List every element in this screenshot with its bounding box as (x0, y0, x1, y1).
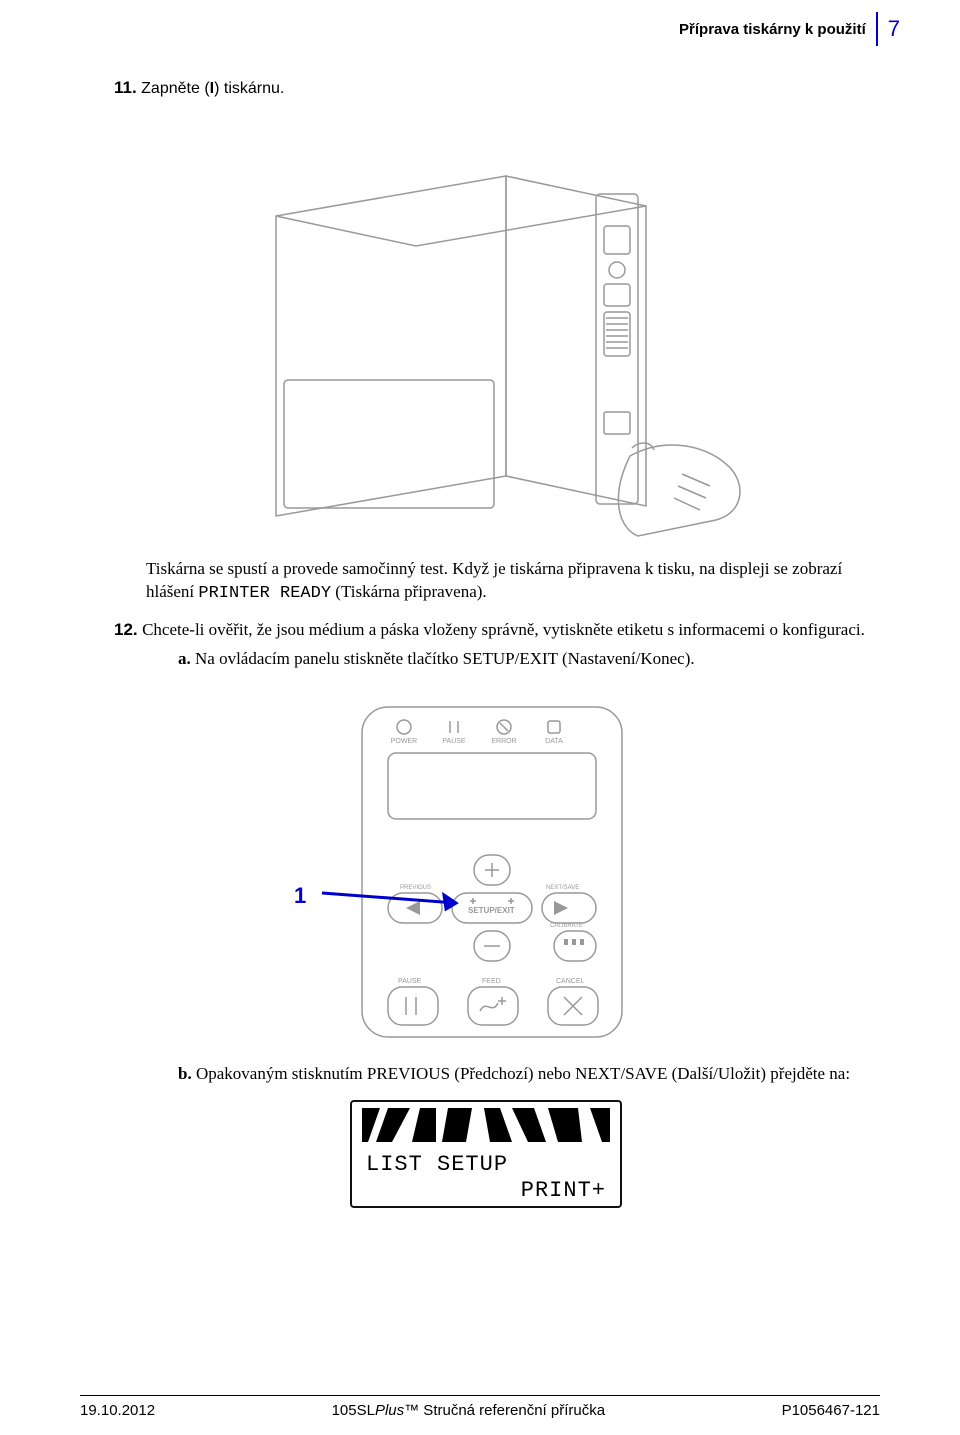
feed-btn-label: FEED (482, 978, 501, 985)
cancel-btn-label: CANCEL (556, 978, 585, 985)
lcd-line-2: PRINT+ (521, 1178, 606, 1203)
substep-a-text: Na ovládacím panelu stiskněte tlačítko S… (195, 649, 695, 668)
page-footer: 19.10.2012 105SLPlus™ Stručná referenční… (80, 1395, 880, 1419)
step-12: 12. Chcete-li ověřit, že jsou médium a p… (114, 620, 874, 640)
step-12-number: 12. (114, 620, 138, 639)
substep-b-text: Opakovaným stisknutím PREVIOUS (Předchoz… (196, 1064, 850, 1083)
header-divider (876, 12, 878, 46)
step-11: 11. Zapněte (I) tiskárnu. (114, 78, 874, 98)
header-title: Příprava tiskárny k použití (679, 21, 866, 38)
substep-a-label: a. (178, 649, 191, 668)
substep-a: a. Na ovládacím panelu stiskněte tlačítk… (178, 648, 874, 671)
led-error-label: ERROR (491, 738, 516, 745)
step-11-text-a: Zapněte ( (141, 80, 209, 97)
page-header: Příprava tiskárny k použití 7 (679, 12, 900, 46)
para1-b: (Tiskárna připravena). (331, 582, 487, 601)
substep-b-label: b. (178, 1064, 192, 1083)
lcd-display: LIST SETUP PRINT+ (350, 1100, 622, 1208)
step-12-text: Chcete-li ověřit, že jsou médium a páska… (142, 620, 865, 639)
footer-docnum: P1056467-121 (782, 1402, 880, 1419)
printer-illustration (246, 116, 762, 544)
para1-code: PRINTER READY (198, 584, 331, 603)
paragraph-printer-ready: Tiskárna se spustí a provede samočinný t… (146, 558, 874, 606)
header-page-number: 7 (888, 16, 900, 42)
prev-label: PREVIOUS (400, 885, 431, 891)
calibrate-label: CALIBRATE (550, 923, 583, 929)
callout-1: 1 (294, 883, 306, 909)
step-11-text-b: ) tiskárnu. (214, 80, 284, 97)
pause-btn-label: PAUSE (398, 978, 422, 985)
led-pause-label: PAUSE (442, 738, 466, 745)
setup-exit-label: SETUP/EXIT (468, 906, 515, 915)
content: 11. Zapněte (I) tiskárnu. (114, 78, 874, 1208)
footer-date: 19.10.2012 (80, 1402, 155, 1419)
led-power-label: POWER (391, 738, 417, 745)
substep-b: b. Opakovaným stisknutím PREVIOUS (Předc… (178, 1063, 874, 1086)
lcd-line-1: LIST SETUP (366, 1152, 508, 1177)
next-label: NEXT/SAVE (546, 885, 579, 891)
led-data-label: DATA (545, 738, 563, 745)
footer-title: 105SLPlus™ Stručná referenční příručka (332, 1402, 605, 1419)
control-panel-illustration: 1 POWER PAUSE ERROR DATA (292, 697, 642, 1047)
zebra-logo-icon (362, 1108, 610, 1142)
step-11-number: 11. (114, 78, 137, 97)
